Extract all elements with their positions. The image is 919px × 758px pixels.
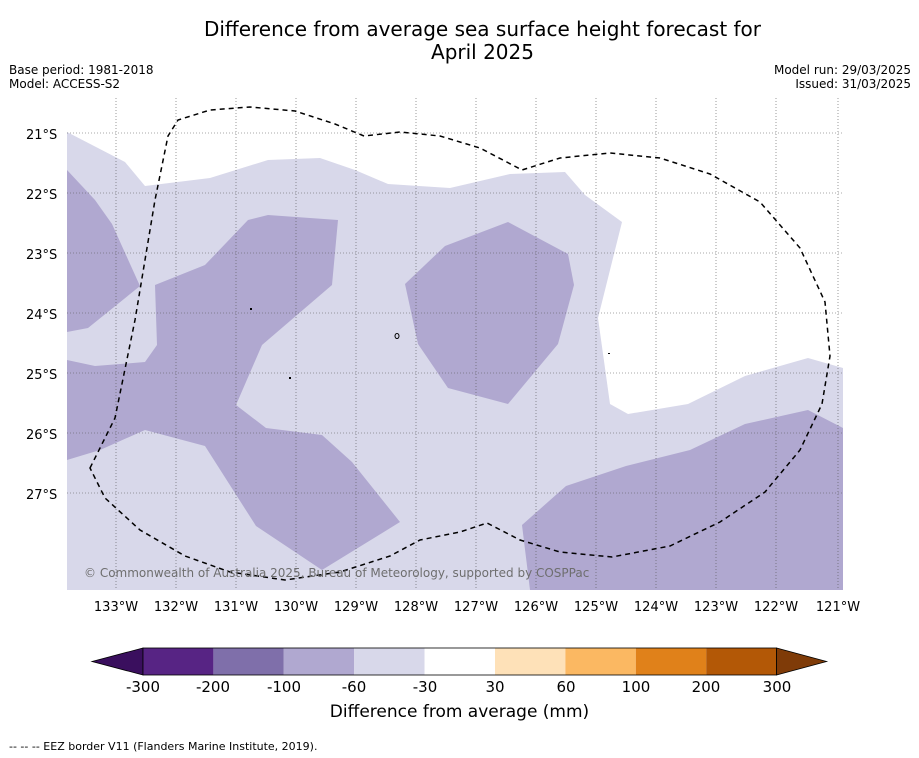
colorbar-bin: [424, 648, 495, 675]
colorbar-bin: [354, 648, 425, 675]
lon-label: 129°W: [334, 600, 378, 615]
model-name: Model: ACCESS-S2: [9, 77, 121, 91]
colorbar-tick: 100: [622, 678, 651, 696]
title-line-2: April 2025: [431, 40, 534, 64]
gridlines: [67, 98, 843, 590]
lon-label: 121°W: [816, 600, 860, 615]
model-run: Model run: 29/03/2025: [773, 63, 911, 77]
colorbar-tick: -100: [267, 678, 301, 696]
lon-label: 125°W: [574, 600, 618, 615]
meta-right: Model run: 29/03/2025 Issued: 31/03/2025: [774, 63, 911, 91]
lat-label: 23°S: [26, 248, 57, 263]
lon-label: 126°W: [514, 600, 558, 615]
colorbar-tick: 60: [556, 678, 575, 696]
colorbar-tick: -30: [413, 678, 438, 696]
lat-label: 27°S: [26, 488, 57, 503]
lon-label: 131°W: [214, 600, 258, 615]
anomaly-region-medium-southeast: [522, 410, 843, 590]
colorbar-extend-low: [90, 647, 144, 676]
colorbar-bin: [706, 648, 777, 675]
lat-label: 25°S: [26, 368, 57, 383]
anomaly-region-medium-central: [405, 222, 574, 404]
island-marker-2: [250, 308, 252, 310]
island-marker-4: [608, 353, 610, 354]
colorbar-tick: 300: [763, 678, 792, 696]
lat-label: 22°S: [26, 188, 57, 203]
colorbar-bin: [565, 648, 636, 675]
lon-label: 127°W: [454, 600, 498, 615]
colorbar-bin: [635, 648, 707, 675]
lat-label: 21°S: [26, 128, 57, 143]
colorbar-bin: [143, 648, 214, 675]
lon-label: 128°W: [394, 600, 438, 615]
map-area: © Commonwealth of Australia 2025, Bureau…: [67, 98, 843, 590]
colorbar: [90, 647, 829, 676]
colorbar-extend-high: [776, 647, 829, 676]
longitude-labels: 133°W 132°W 131°W 130°W 129°W 128°W 127°…: [94, 600, 860, 615]
colorbar-bin: [213, 648, 284, 675]
lon-label: 132°W: [154, 600, 198, 615]
lat-label: 26°S: [26, 428, 57, 443]
lon-label: 122°W: [754, 600, 798, 615]
colorbar-outline: [142, 647, 777, 676]
title-line-1: Difference from average sea surface heig…: [203, 17, 762, 41]
eez-border: [89, 106, 831, 581]
map-title: Difference from average sea surface heig…: [130, 18, 835, 64]
anomaly-region-medium-west: [67, 170, 140, 332]
lon-label: 123°W: [694, 600, 738, 615]
lon-label: 133°W: [94, 600, 138, 615]
colorbar-bin: [283, 648, 355, 675]
colorbar-label: Difference from average (mm): [329, 702, 590, 722]
colorbar-tick: -300: [126, 678, 160, 696]
colorbar-ticks: -300 -200 -100 -60 -30 30 60 100 200 300: [126, 678, 791, 696]
lon-label: 124°W: [634, 600, 678, 615]
lon-label: 130°W: [274, 600, 318, 615]
anomaly-region-medium-central-west: [67, 215, 400, 570]
colorbar-tick: 200: [692, 678, 721, 696]
issued-date: Issued: 31/03/2025: [795, 77, 911, 91]
island-marker: [394, 333, 400, 339]
colorbar-tick: -60: [342, 678, 367, 696]
colorbar-tick: -200: [196, 678, 230, 696]
lat-label: 24°S: [26, 308, 57, 323]
copyright-text: © Commonwealth of Australia 2025, Bureau…: [84, 566, 589, 580]
colorbar-bin: [495, 648, 566, 675]
latitude-labels: 21°S 22°S 23°S 24°S 25°S 26°S 27°S: [26, 128, 57, 503]
base-period: Base period: 1981-2018: [9, 63, 154, 77]
colorbar-tick: 30: [485, 678, 504, 696]
island-marker-3: [289, 377, 291, 379]
eez-legend-footer: -- -- -- EEZ border V11 (Flanders Marine…: [9, 740, 318, 753]
meta-left: Base period: 1981-2018 Model: ACCESS-S2: [9, 63, 154, 91]
